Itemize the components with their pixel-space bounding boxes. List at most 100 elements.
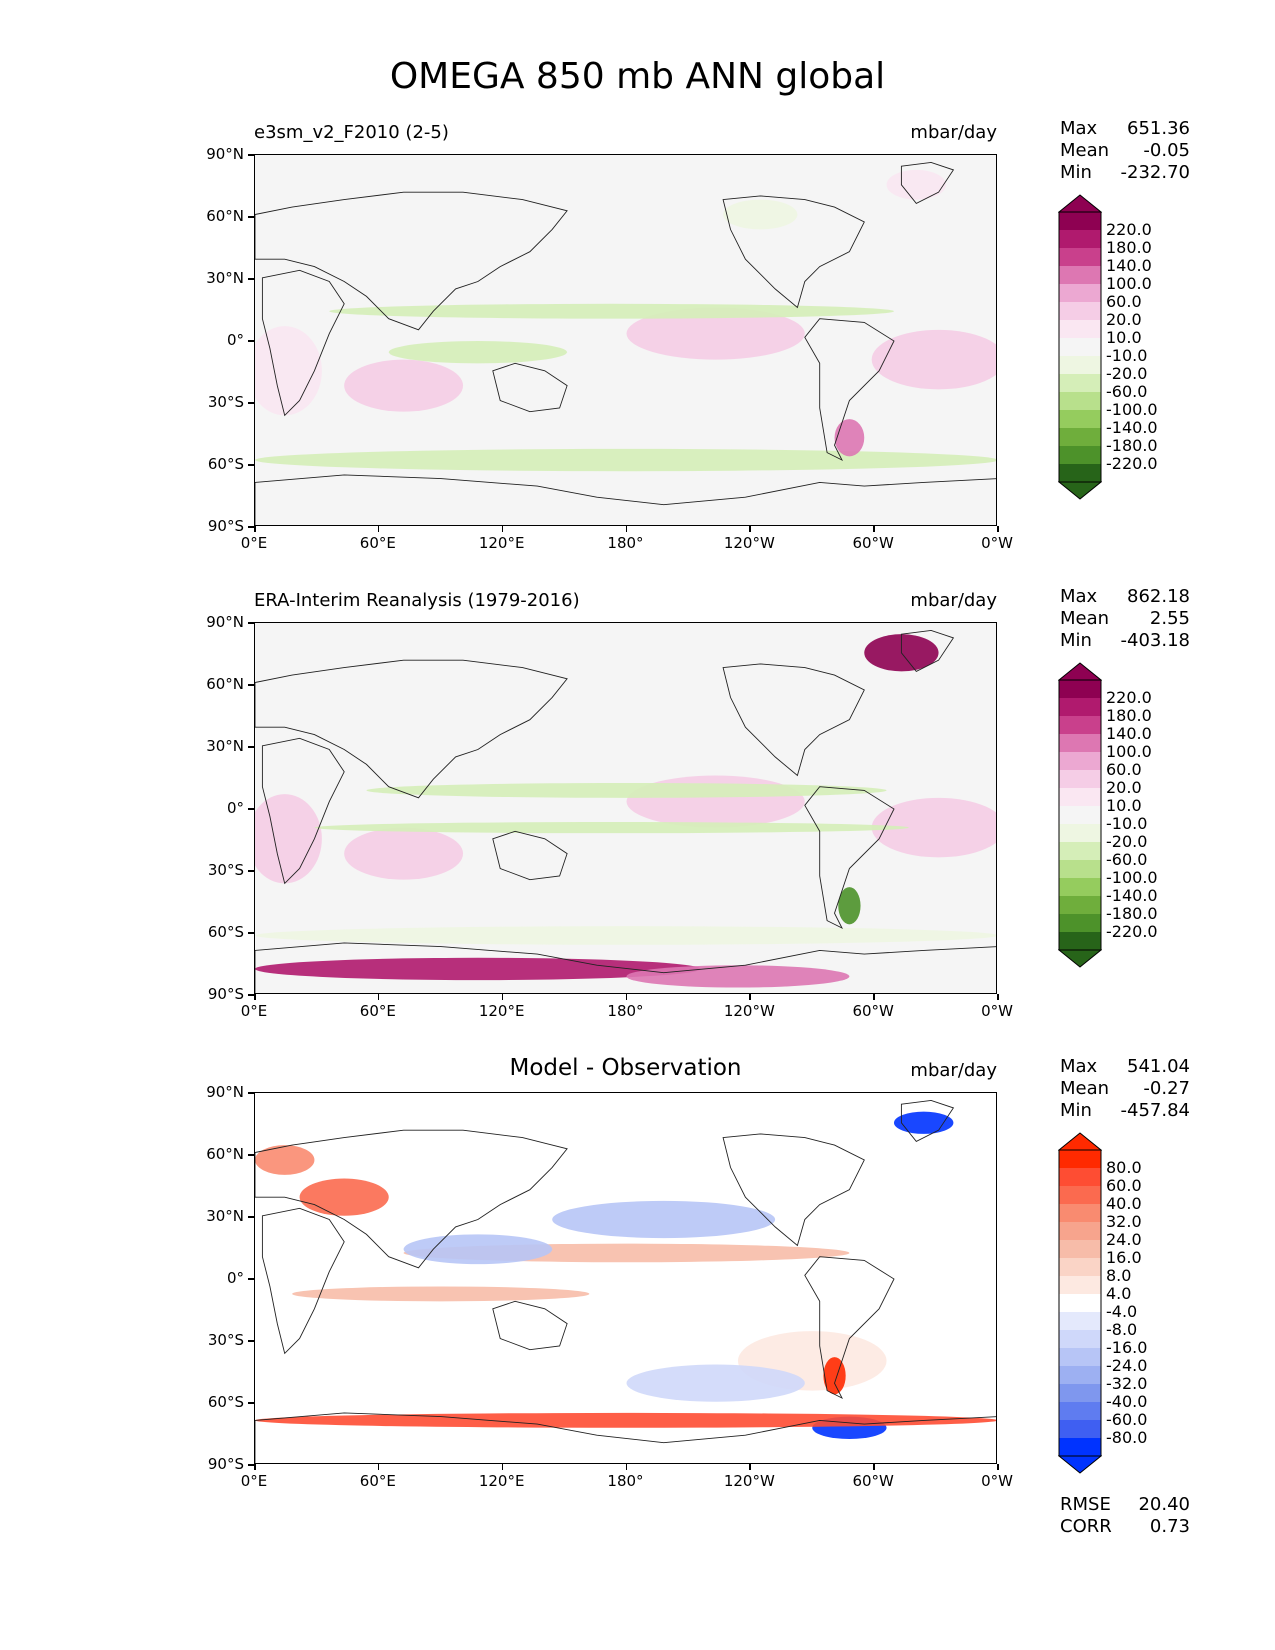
stat-row-max: Max 862.18 (1060, 586, 1190, 608)
colorbar-tick-label: -60.0 (1106, 1410, 1148, 1429)
stat-value: 541.04 (1127, 1056, 1190, 1077)
colorbar-segment (1059, 1312, 1101, 1330)
field-region (823, 1357, 846, 1395)
field-region (886, 169, 946, 200)
coastline (255, 474, 996, 525)
y-tick-label: 30°N (206, 737, 244, 755)
colorbar-segment (1059, 1258, 1101, 1276)
field-region (292, 1286, 590, 1302)
field-region (255, 326, 322, 416)
y-tick-label: 60°S (207, 455, 244, 473)
field-region (626, 1364, 805, 1402)
colorbar-segment (1059, 842, 1101, 860)
x-tick-label: 120°E (478, 1002, 525, 1020)
figure-title: OMEGA 850 mb ANN global (389, 56, 886, 97)
y-tick (248, 340, 254, 342)
colorbar-segment (1059, 464, 1101, 482)
y-tick (248, 526, 254, 528)
colorbar-tick-label: 24.0 (1106, 1230, 1142, 1249)
colorbar-tick-label: 180.0 (1106, 238, 1152, 257)
coastline (804, 1256, 895, 1400)
colorbar-tick-label: 220.0 (1106, 220, 1152, 239)
stat-value: 2.55 (1149, 608, 1190, 629)
y-tick (248, 1340, 254, 1342)
colorbar-extend-bottom (1057, 481, 1103, 500)
units-label: mbar/day (910, 122, 997, 143)
colorbar-segment (1059, 428, 1101, 446)
colorbar-tick-label: 60.0 (1106, 760, 1142, 779)
colorbar-segment (1059, 752, 1101, 770)
x-tick-label: 0°E (240, 1472, 268, 1490)
y-tick (248, 870, 254, 872)
colorbar-segment (1059, 788, 1101, 806)
coastline (255, 942, 996, 993)
colorbar-tick-label: 8.0 (1106, 1266, 1132, 1285)
field-region (403, 1243, 850, 1263)
y-tick-label: 90°N (206, 145, 244, 163)
metric-value: 0.73 (1149, 1516, 1190, 1537)
x-tick-label: 180° (607, 1472, 644, 1490)
colorbar-tick-label: -220.0 (1106, 454, 1158, 473)
x-tick (749, 526, 751, 532)
colorbar-segment (1059, 1204, 1101, 1222)
colorbar-segment (1059, 680, 1101, 698)
field-region (723, 199, 798, 230)
stat-value: 862.18 (1127, 586, 1190, 607)
colorbar-segment (1059, 338, 1101, 356)
y-tick-label: 90°S (207, 517, 244, 535)
colorbar-tick-label: 60.0 (1106, 1176, 1142, 1195)
colorbar-frame (1058, 211, 1102, 483)
colorbar-tick-label: -32.0 (1106, 1374, 1148, 1393)
colorbar-svg (1057, 194, 1103, 500)
coastline (492, 1300, 568, 1351)
colorbar-segment (1059, 1402, 1101, 1420)
colorbar-frame (1058, 1149, 1102, 1457)
colorbar-svg (1057, 662, 1103, 968)
field-region (255, 957, 701, 981)
x-tick-label: 120°W (723, 1002, 775, 1020)
x-tick (749, 994, 751, 1000)
coastline (722, 663, 865, 777)
colorbar-tick-label: -80.0 (1106, 1428, 1148, 1447)
x-tick-label: 60°W (852, 1472, 894, 1490)
units-label: mbar/day (910, 590, 997, 611)
x-tick-label: 60°W (852, 1002, 894, 1020)
stat-value: -403.18 (1120, 630, 1190, 651)
coastline (722, 195, 865, 309)
y-tick-label: 90°S (207, 985, 244, 1003)
map-background (255, 1093, 996, 1463)
field-region (403, 1234, 553, 1265)
metric-value: 20.40 (1138, 1494, 1190, 1515)
colorbar-segment (1059, 1330, 1101, 1348)
x-tick (377, 1464, 380, 1470)
colorbar-tick-label: -4.0 (1106, 1302, 1138, 1321)
colorbar-segment (1059, 932, 1101, 950)
field-region (626, 307, 805, 360)
colorbar-tick-label: -20.0 (1106, 364, 1148, 383)
x-tick-label: 60°E (359, 1472, 396, 1490)
colorbar-segment (1059, 1438, 1101, 1456)
y-tick (248, 808, 254, 810)
y-tick-label: 90°N (206, 1083, 244, 1101)
colorbar-tick-label: 20.0 (1106, 310, 1142, 329)
stat-row-mean: Mean -0.05 (1060, 140, 1190, 162)
map-svg (255, 155, 996, 525)
field-region (255, 926, 996, 945)
x-tick-label: 180° (607, 534, 644, 552)
x-tick (377, 994, 380, 1000)
stat-label: Min (1060, 630, 1092, 651)
y-tick-label: 0° (226, 799, 244, 817)
colorbar-extend-bottom (1057, 1455, 1103, 1474)
colorbar-tick-label: -140.0 (1106, 418, 1158, 437)
y-tick-label: 30°S (207, 393, 244, 411)
stat-label: Mean (1060, 608, 1110, 629)
y-tick-label: 30°N (206, 269, 244, 287)
field-region (864, 634, 939, 672)
y-tick (248, 746, 254, 748)
colorbar-tick-label: 20.0 (1106, 778, 1142, 797)
colorbar-tick-label: 40.0 (1106, 1194, 1142, 1213)
colorbar-segment (1059, 302, 1101, 320)
colorbar-tick-label: -8.0 (1106, 1320, 1138, 1339)
colorbar-extend-top (1057, 194, 1103, 213)
y-tick-label: 0° (226, 1269, 244, 1287)
